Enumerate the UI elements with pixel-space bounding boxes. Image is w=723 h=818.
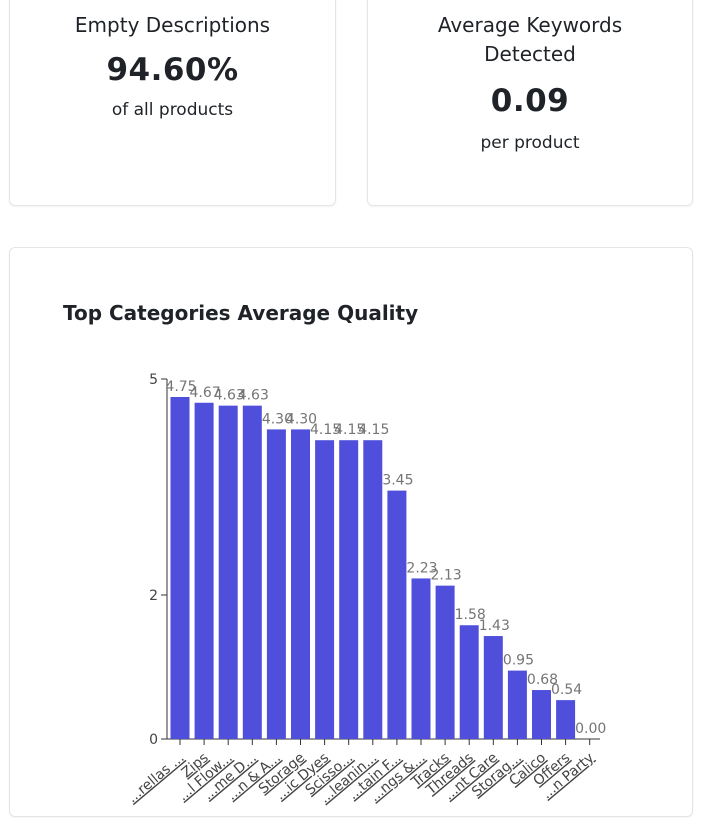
bar-value-label: 4.63 [238,388,269,404]
bar[interactable] [411,578,431,739]
bar[interactable] [170,397,190,739]
bar[interactable] [291,429,310,739]
bar[interactable] [532,690,551,739]
bar[interactable] [556,700,576,739]
y-tick-label: 0 [149,732,158,748]
bar[interactable] [266,429,286,739]
bar-value-label: 1.43 [479,618,510,634]
bar-value-label: 0.68 [527,672,558,688]
avg-keywords-value: 0.09 [490,83,570,119]
empty-descriptions-card: Empty Descriptions 94.60% of all product… [9,0,336,206]
bar-value-label: 3.45 [382,473,413,489]
chart-category-labels: ...rellas ...Zips...l Flow......me D....… [125,750,598,807]
bar-value-label: 4.63 [214,388,245,404]
bar-value-label: 4.15 [334,422,365,438]
avg-keywords-card: Average Keywords Detected 0.09 per produ… [367,0,693,206]
y-tick-label: 5 [149,372,158,388]
bar[interactable] [507,670,527,739]
bar[interactable] [315,440,335,739]
bar-value-label: 2.13 [431,568,462,584]
bar-value-label: 1.58 [455,607,486,623]
bar-value-label: 0.54 [551,682,582,698]
bar-value-label: 4.30 [262,411,293,427]
bar[interactable] [387,490,407,739]
bar[interactable] [218,405,238,739]
bar-value-label: 4.15 [310,422,341,438]
bar[interactable] [363,440,383,739]
bar-value-label: 0.00 [575,721,606,737]
bar[interactable] [339,440,359,739]
y-tick-label: 2 [149,588,158,604]
empty-descriptions-subtitle: of all products [111,100,234,120]
chart-bars [170,397,576,739]
chart-value-labels: 4.754.674.634.634.304.304.154.154.153.45… [165,379,606,737]
bar[interactable] [483,636,503,739]
bar-value-label: 4.67 [190,385,221,401]
bar[interactable] [194,402,214,739]
bar[interactable] [242,405,262,739]
bar[interactable] [459,625,479,739]
bar-value-label: 4.30 [286,411,317,427]
bar-value-label: 2.23 [406,560,437,576]
chart-axes: 0 2 5 [149,372,600,748]
empty-descriptions-value: 94.60% [106,52,239,88]
chart-title: Top Categories Average Quality [63,301,419,325]
bar-value-label: 4.15 [358,422,389,438]
bar[interactable] [435,585,455,739]
x-category-label[interactable]: ...rellas ... [125,750,188,807]
avg-keywords-subtitle: per product [480,133,580,153]
empty-descriptions-title: Empty Descriptions [74,13,271,37]
bar-value-label: 0.95 [503,653,534,669]
bar-chart: 025 4.754.674.634.634.304.304.154.154.15… [125,372,607,807]
bar-value-label: 4.75 [165,379,196,395]
avg-keywords-title: Average Keywords Detected [437,13,623,66]
